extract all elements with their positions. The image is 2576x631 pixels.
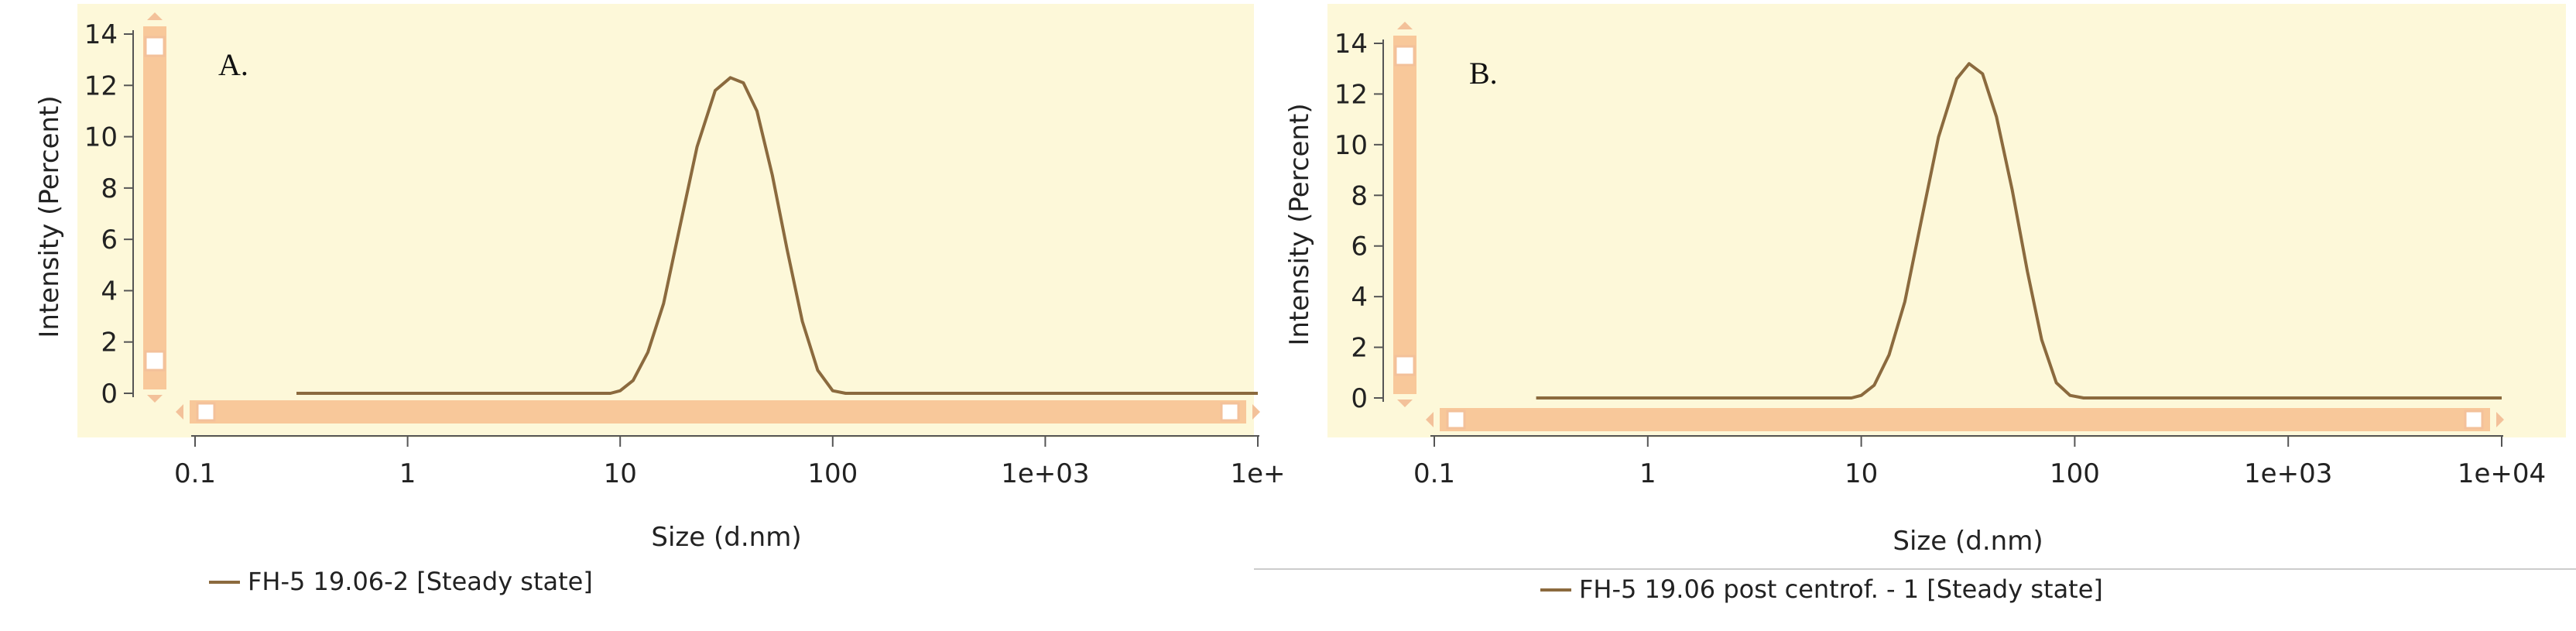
y-tick-label: 12 xyxy=(1334,79,1368,110)
horizontal-scroll-handle-right[interactable] xyxy=(1220,402,1240,422)
y-tick-label: 2 xyxy=(1351,333,1368,364)
x-tick-label: 100 xyxy=(2050,458,2100,489)
series-line-1 xyxy=(1536,62,2502,400)
x-tick-label: 1e+04 xyxy=(2458,458,2546,489)
y-tick-label: 10 xyxy=(1334,130,1368,161)
y-tick-label: 4 xyxy=(1351,282,1368,313)
y-axis-title: Intensity (Percent) xyxy=(1284,103,1315,345)
vertical-scroll-handle-top[interactable] xyxy=(1394,45,1416,67)
x-tick-label: 10 xyxy=(1845,458,1878,489)
chart-panel-b: 0 2 4 6 8 10 12 14 0.1 1 10 100 1e+03 1e+04 Size (d.nm… xyxy=(1284,4,2566,604)
scroll-left-arrow-icon[interactable] xyxy=(1426,412,1434,427)
scroll-up-arrow-icon[interactable] xyxy=(1397,22,1413,29)
vertical-scroll-track[interactable] xyxy=(1393,36,1416,394)
y-tick-label: 0 xyxy=(1351,383,1368,414)
y-tick-label: 6 xyxy=(1351,231,1368,262)
series-line-1 xyxy=(296,76,1258,395)
legend: FH-5 19.06-2 [Steady state] xyxy=(209,567,593,596)
x-tick-label: 0.1 xyxy=(174,458,216,489)
horizontal-scroll-handle-left[interactable] xyxy=(196,402,216,422)
horizontal-scroll-track[interactable] xyxy=(190,400,1246,424)
legend-entry: FH-5 19.06-2 [Steady state] xyxy=(248,567,593,596)
horizontal-scrollbar[interactable] xyxy=(1426,408,2504,431)
plot-background xyxy=(1327,4,2566,437)
vertical-scroll-handle-bottom[interactable] xyxy=(1394,355,1416,376)
panel-label: A. xyxy=(218,47,248,82)
x-tick-label: 1e+03 xyxy=(1001,458,1089,489)
x-tick-label: 1e+ xyxy=(1230,458,1285,489)
y-tick-label: 4 xyxy=(101,276,118,307)
y-tick-label: 14 xyxy=(1334,29,1368,60)
vertical-scroll-track[interactable] xyxy=(143,26,166,389)
x-tick-label: 1e+03 xyxy=(2244,458,2332,489)
x-tick-label: 100 xyxy=(807,458,858,489)
y-tick-label: 10 xyxy=(84,122,118,153)
scroll-left-arrow-icon[interactable] xyxy=(176,404,183,420)
x-axis-title: Size (d.nm) xyxy=(1893,526,2043,557)
legend-entry: FH-5 19.06 post centrof. - 1 [Steady sta… xyxy=(1579,574,2103,604)
chart-panel-a: 0 2 4 6 8 10 12 14 0.1 1 10 100 1e+03 1e+ Size (d.nm) I… xyxy=(34,4,1286,596)
legend: FH-5 19.06 post centrof. - 1 [Steady sta… xyxy=(1540,574,2103,604)
horizontal-scrollbar[interactable] xyxy=(176,400,1260,424)
y-tick-label: 12 xyxy=(84,70,118,101)
y-tick-label: 0 xyxy=(101,379,118,410)
y-tick-label: 14 xyxy=(84,19,118,50)
x-tick-label: 1 xyxy=(1639,458,1656,489)
scroll-right-arrow-icon[interactable] xyxy=(1252,404,1260,420)
y-tick-label: 8 xyxy=(1351,180,1368,211)
x-tick-label: 10 xyxy=(604,458,637,489)
vertical-scroll-handle-top[interactable] xyxy=(144,36,166,57)
x-axis-title: Size (d.nm) xyxy=(651,522,801,553)
vertical-scrollbar[interactable] xyxy=(1393,22,1416,407)
vertical-scroll-handle-bottom[interactable] xyxy=(144,350,166,372)
panel-label: B. xyxy=(1469,56,1498,91)
y-axis-title: Intensity (Percent) xyxy=(34,95,65,338)
plot-background xyxy=(77,4,1254,437)
x-tick-label: 1 xyxy=(399,458,416,489)
y-tick-label: 2 xyxy=(101,328,118,358)
horizontal-scroll-handle-left[interactable] xyxy=(1446,410,1466,430)
y-tick-label: 6 xyxy=(101,225,118,255)
scroll-down-arrow-icon[interactable] xyxy=(147,395,163,403)
horizontal-scroll-handle-right[interactable] xyxy=(2464,410,2484,430)
x-tick-label: 0.1 xyxy=(1413,458,1455,489)
y-tick-label: 8 xyxy=(101,173,118,204)
scroll-up-arrow-icon[interactable] xyxy=(147,12,163,20)
vertical-scrollbar[interactable] xyxy=(143,12,166,403)
horizontal-scroll-track[interactable] xyxy=(1440,408,2490,431)
scroll-right-arrow-icon[interactable] xyxy=(2496,412,2504,427)
scroll-down-arrow-icon[interactable] xyxy=(1397,400,1413,407)
